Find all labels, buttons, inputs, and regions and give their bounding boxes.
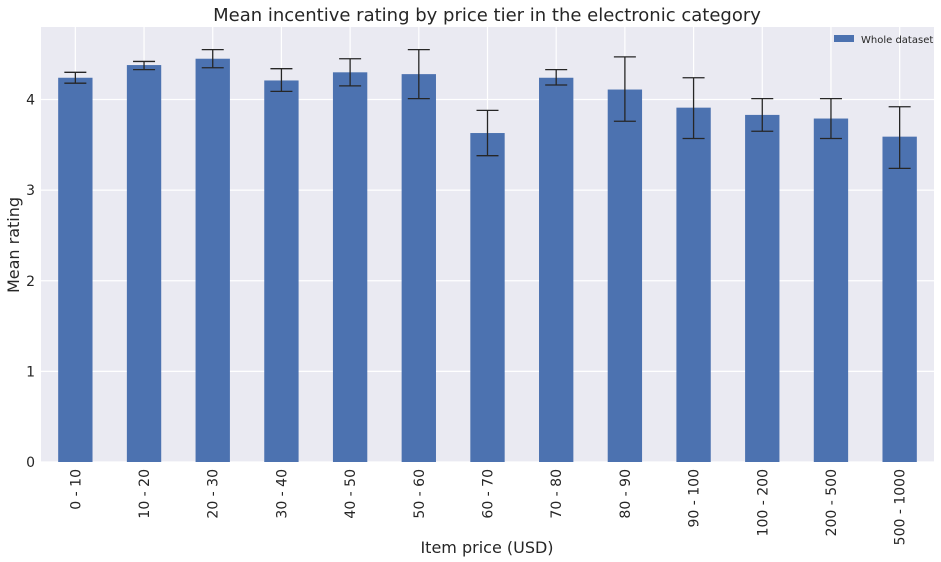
legend-swatch-whole-dataset (834, 35, 854, 42)
y-tick-label: 3 (26, 183, 35, 199)
y-tick-label: 1 (26, 364, 35, 380)
y-axis-title: Mean rating (4, 197, 23, 293)
error-bar (201, 49, 224, 69)
error-bar (545, 68, 568, 86)
bar (607, 89, 643, 462)
x-tick-label: 200 - 500 (824, 469, 840, 536)
x-tick-label: 0 - 10 (68, 469, 84, 510)
bar (882, 136, 917, 462)
bar (126, 65, 162, 462)
x-tick-labels: 0 - 10 10 - 20 20 - 30 30 - 40 40 - 50 50 - 6… (68, 469, 908, 545)
bar (676, 107, 711, 462)
bar (745, 114, 780, 462)
bar (195, 58, 230, 462)
x-tick-label: 70 - 80 (549, 469, 565, 519)
x-axis-title: Item price (USD) (420, 538, 553, 557)
x-tick-label: 30 - 40 (274, 469, 290, 519)
bar (58, 77, 93, 462)
error-bar (476, 109, 499, 157)
bar (470, 133, 505, 462)
error-bar (407, 49, 430, 100)
error-bar (613, 56, 636, 122)
legend-label-whole-dataset: Whole dataset (861, 35, 933, 46)
x-tick-label: 50 - 60 (412, 469, 428, 519)
bar (332, 72, 368, 462)
x-tick-label: 60 - 70 (481, 469, 497, 519)
y-tick-label: 0 (26, 455, 35, 471)
x-tick-label: 10 - 20 (137, 469, 153, 519)
error-bar (682, 77, 705, 140)
bar (539, 77, 574, 462)
y-tick-label: 4 (26, 93, 35, 109)
x-tick-label: 80 - 90 (618, 469, 634, 519)
bar (813, 118, 849, 462)
x-tick-label: 500 - 1000 (893, 469, 909, 545)
x-tick-label: 90 - 100 (687, 469, 703, 528)
error-bar (133, 60, 156, 71)
bar (401, 74, 436, 462)
x-tick-label: 100 - 200 (755, 469, 771, 536)
error-bars (64, 49, 911, 170)
x-tick-label: 40 - 50 (343, 469, 359, 519)
error-bar (819, 97, 842, 140)
y-tick-label: 2 (26, 274, 35, 290)
error-bar (751, 97, 774, 132)
chart-title: Mean incentive rating by price tier in t… (213, 5, 761, 26)
error-bar (64, 71, 87, 84)
error-bar (339, 58, 362, 87)
error-bar (270, 68, 293, 92)
x-tick-label: 20 - 30 (206, 469, 222, 519)
error-bar (888, 106, 911, 170)
y-tick-labels: 0 1 2 3 4 (26, 93, 35, 472)
legend: Whole dataset (834, 35, 933, 46)
bar (264, 80, 299, 462)
bars (58, 58, 917, 462)
